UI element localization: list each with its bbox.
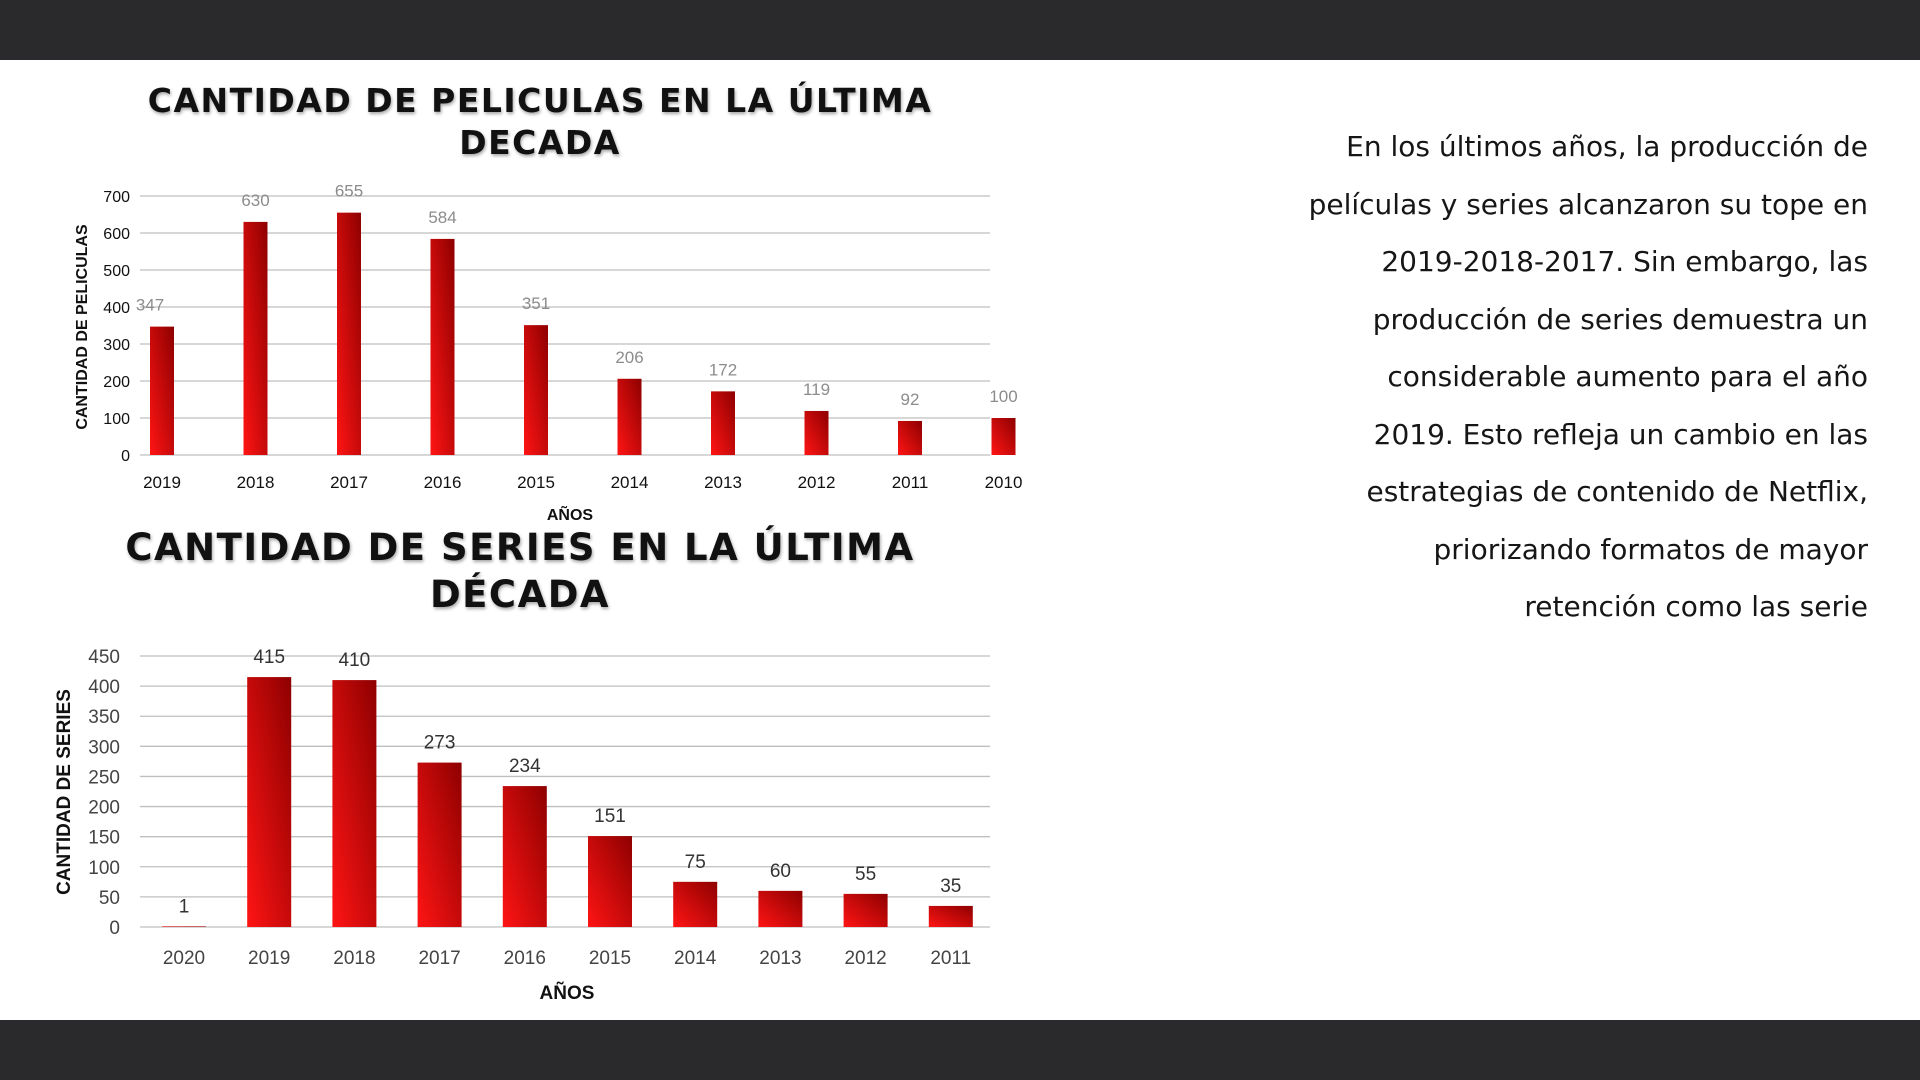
data-label-2016: 584	[428, 208, 456, 227]
x-tick-label-2013: 2013	[704, 473, 742, 492]
top-band	[0, 0, 1920, 60]
data-label-2012: 119	[803, 380, 830, 399]
y-tick-label: 450	[88, 647, 120, 668]
data-label-2016: 234	[509, 756, 541, 777]
bar-2016	[502, 786, 547, 927]
data-label-2015: 351	[522, 294, 550, 313]
y-tick-label: 400	[103, 300, 130, 317]
y-axis-label: CANTIDAD DE PELICULAS	[74, 224, 91, 430]
movies-bar-chart: 0 100 200 300 400 500 600 700 347 2019 630 2018 655 2…	[74, 182, 1023, 524]
y-tick-label: 350	[88, 707, 120, 728]
x-tick-label-2013: 2013	[759, 948, 801, 969]
data-label-2019: 347	[136, 296, 164, 315]
data-label-2020: 1	[179, 896, 190, 917]
x-tick-label-2016: 2016	[504, 948, 546, 969]
narrative-text: En los últimos años, la producción de pe…	[1308, 130, 1868, 623]
x-tick-label-2012: 2012	[844, 948, 886, 969]
y-tick-label: 600	[103, 226, 130, 243]
y-axis-label: CANTIDAD DE SERIES	[54, 689, 75, 895]
bar-2018	[332, 680, 377, 927]
bar-2017	[337, 212, 361, 455]
bar-2011	[898, 420, 922, 455]
bar-2015	[524, 325, 548, 455]
data-label-2011: 35	[940, 876, 961, 897]
bar-2010	[991, 418, 1016, 455]
x-tick-label-2010: 2010	[985, 473, 1023, 492]
y-tick-label: 200	[88, 798, 120, 819]
bar-2020	[162, 926, 206, 927]
y-tick-label: 300	[103, 337, 130, 354]
bar-2017	[417, 762, 462, 927]
data-label-2019: 415	[253, 647, 285, 668]
bar-2015	[588, 836, 632, 927]
data-label-2010: 100	[989, 387, 1017, 406]
series-bar-chart: 0 50 100 150 200 250 300 350 400 450 1 2020 415 2019 4…	[54, 647, 990, 1004]
x-tick-label-2011: 2011	[930, 948, 971, 969]
x-tick-label-2014: 2014	[611, 473, 649, 492]
x-tick-label-2019: 2019	[248, 948, 290, 969]
bar-2012	[804, 410, 829, 455]
data-label-2015: 151	[594, 806, 626, 827]
data-label-2017: 273	[424, 733, 456, 754]
x-axis-label: AÑOS	[547, 504, 594, 524]
bar-2018	[243, 221, 268, 455]
bar-2011	[928, 905, 973, 927]
data-label-2013: 172	[709, 360, 737, 379]
data-label-2011: 92	[901, 390, 920, 409]
movies-chart-title: CANTIDAD DE PELICULAS EN LA ÚLTIMA DECAD…	[147, 81, 933, 162]
data-label-2013: 60	[770, 861, 791, 882]
x-tick-label-2018: 2018	[237, 473, 275, 492]
y-tick-label: 150	[88, 828, 120, 849]
x-axis-label: AÑOS	[540, 982, 595, 1004]
data-label-2018: 410	[339, 650, 371, 671]
bar-2012	[843, 893, 888, 927]
x-tick-label-2015: 2015	[517, 473, 555, 492]
x-tick-label-2012: 2012	[798, 473, 836, 492]
data-label-2014: 206	[615, 348, 643, 367]
x-tick-label-2017: 2017	[330, 473, 368, 492]
x-tick-label-2015: 2015	[589, 948, 631, 969]
y-tick-label: 700	[103, 189, 130, 206]
data-label-2018: 630	[241, 191, 269, 210]
y-tick-label: 100	[88, 858, 120, 879]
x-tick-label-2011: 2011	[892, 473, 929, 492]
bar-2016	[430, 238, 455, 455]
x-tick-label-2014: 2014	[674, 948, 717, 969]
x-tick-label-2018: 2018	[333, 948, 375, 969]
x-tick-label-2016: 2016	[424, 473, 462, 492]
y-tick-label: 300	[88, 737, 120, 758]
bar-2019	[150, 326, 174, 455]
bottom-band	[0, 1020, 1920, 1080]
y-tick-label: 50	[99, 888, 120, 909]
y-tick-label: 0	[121, 448, 130, 465]
bar-2013	[711, 391, 735, 455]
bar-2013	[758, 890, 803, 927]
x-tick-label-2017: 2017	[418, 948, 460, 969]
data-label-2017: 655	[335, 182, 363, 201]
y-tick-label: 100	[103, 411, 130, 428]
y-tick-label: 400	[88, 677, 120, 698]
data-label-2014: 75	[685, 852, 706, 873]
y-tick-label: 0	[109, 918, 120, 939]
y-tick-label: 250	[88, 767, 120, 788]
y-tick-label: 500	[103, 263, 130, 280]
y-tick-label: 200	[103, 374, 130, 391]
x-tick-label-2019: 2019	[143, 473, 181, 492]
bar-2014	[617, 378, 642, 455]
bar-2014	[673, 881, 718, 927]
bar-2019	[247, 677, 292, 927]
data-label-2012: 55	[855, 864, 876, 885]
x-tick-label-2020: 2020	[163, 948, 205, 969]
series-chart-title: CANTIDAD DE SERIES EN LA ÚLTIMA DÉCADA	[125, 526, 915, 616]
